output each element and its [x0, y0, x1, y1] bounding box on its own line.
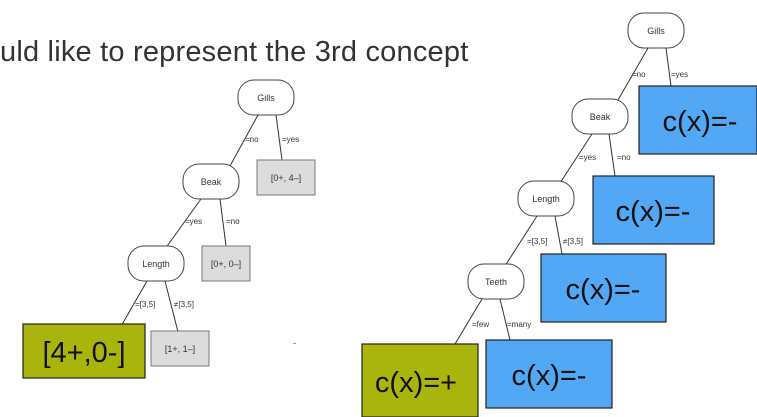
right-edge-gills-yes-label: =yes: [671, 70, 688, 79]
left-node-beak: [182, 163, 240, 200]
right-edge-length-in: [504, 215, 538, 267]
left-leaf-length-in-label: [4+,0-]: [42, 337, 125, 369]
left-node-gills-label: Gills: [257, 93, 275, 103]
right-edge-beak-yes-label: =yes: [579, 153, 596, 162]
right-edge-teeth-many: [499, 298, 511, 341]
right-leaf-teeth-few: [361, 343, 479, 417]
left-edge-beak-yes-label: =yes: [185, 217, 202, 226]
right-edge-teeth-few: [454, 298, 483, 345]
left-node-gills: [237, 79, 295, 116]
right-edge-teeth-few-label: =few: [472, 320, 489, 329]
left-node-length: [127, 245, 185, 282]
left-node-beak-label: Beak: [201, 177, 222, 187]
right-edge-length-in-label: =[3,5]: [527, 237, 547, 246]
right-leaf-gills-yes-label: c(x)=-: [663, 106, 738, 138]
left-edge-gills-yes-label: =yes: [282, 135, 299, 144]
left-leaf-beak-no: [201, 245, 251, 282]
right-edge-length-out-label: ≠[3,5]: [563, 237, 583, 246]
right-tree: Gills Beak Length Teeth =no =yes =yes =n…: [361, 12, 757, 417]
left-tree: Gills Beak Length =no =yes =yes =no =[3,…: [22, 79, 316, 379]
right-edge-gills-yes: [665, 47, 672, 87]
left-edge-gills-no-label: =no: [245, 135, 259, 144]
right-edge-beak-no-label: =no: [617, 153, 631, 162]
right-leaf-beak-no-label: c(x)=-: [616, 196, 691, 228]
right-node-beak: [571, 98, 629, 135]
right-leaf-gills-yes: [638, 85, 757, 155]
left-leaf-beak-no-label: [0+, 0–]: [211, 259, 241, 269]
left-edge-beak-no-label: =no: [226, 217, 240, 226]
left-edge-beak-yes: [164, 198, 202, 250]
left-leaf-gills-yes-label: [0+, 4–]: [271, 173, 301, 183]
left-edge-gills-no: [229, 114, 259, 167]
right-node-teeth: [467, 263, 525, 300]
left-edge-length-in: [119, 280, 148, 329]
right-node-beak-label: Beak: [590, 112, 611, 122]
left-leaf-length-in: [22, 323, 146, 379]
left-node-length-label: Length: [142, 259, 170, 269]
right-node-gills-label: Gills: [647, 26, 665, 36]
right-edge-gills-no-label: =no: [632, 70, 646, 79]
left-leaf-gills-yes: [256, 159, 316, 196]
left-leaf-length-out-label: [1+, 1–]: [165, 344, 195, 354]
right-leaf-teeth-many-label: c(x)=-: [512, 360, 587, 392]
stray-mark: [293, 343, 296, 344]
left-edge-gills-yes: [275, 114, 283, 161]
right-leaf-teeth-many: [485, 339, 613, 409]
right-node-gills: [627, 12, 685, 49]
left-edge-length-out-label: ≠[3,5]: [174, 300, 194, 309]
right-node-teeth-label: Teeth: [485, 277, 507, 287]
right-node-length: [517, 180, 575, 217]
right-leaf-length-out-label: c(x)=-: [566, 274, 641, 306]
slide-heading: uld like to represent the 3rd concept: [0, 36, 469, 68]
right-edge-teeth-many-label: =many: [507, 320, 531, 329]
left-leaf-length-out: [150, 330, 210, 367]
right-edge-gills-no: [617, 47, 649, 101]
left-edge-length-in-label: =[3,5]: [135, 300, 155, 309]
right-leaf-teeth-few-label: c(x)=+: [375, 367, 457, 399]
right-edge-beak-no: [608, 133, 616, 177]
right-edge-beak-yes: [559, 133, 593, 184]
right-leaf-length-out: [540, 253, 667, 323]
left-edge-beak-no: [219, 198, 227, 247]
right-leaf-beak-no: [592, 175, 715, 245]
left-edge-length-out: [164, 280, 179, 333]
right-edge-length-out: [554, 215, 563, 255]
right-node-length-label: Length: [532, 194, 560, 204]
